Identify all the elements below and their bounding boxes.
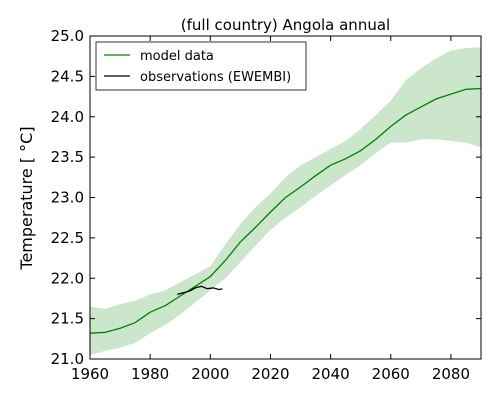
y-tick-label: 21.0 [51,350,84,368]
x-tick-label: 2000 [191,365,229,383]
y-tick-label: 24.0 [51,108,84,126]
x-tick-label: 2020 [251,365,289,383]
legend: model data observations (EWEMBI) [95,41,307,91]
chart-title: (full country) Angola annual [181,16,390,34]
observations-line [177,285,223,296]
y-tick-label: 22.0 [51,269,84,287]
x-tick-label: 1960 [71,365,109,383]
y-tick-label: 22.5 [51,229,84,247]
y-tick-label: 23.0 [51,189,84,207]
y-axis-label: Temperature [ °C] [17,126,36,270]
legend-box [95,41,307,91]
y-tick-label: 23.5 [51,148,84,166]
x-tick-label: 2040 [312,365,350,383]
y-tick-label: 25.0 [51,27,84,45]
series-line-layer [89,87,482,334]
x-tick-label: 1980 [131,365,169,383]
x-tick-label: 2060 [372,365,410,383]
model-data-line [89,87,482,334]
legend-label-model: model data [140,49,214,64]
legend-label-observations: observations (EWEMBI) [140,70,291,85]
x-tick-label: 2080 [432,365,470,383]
uncertainty-band-layer [90,47,481,356]
tick-layer: 1960 1980 2000 2020 2040 2060 2080 21.0 21.5 22.0… [51,27,481,383]
y-tick-label: 21.5 [51,310,84,328]
y-tick-label: 24.5 [51,67,84,85]
model-range-band [90,47,481,356]
